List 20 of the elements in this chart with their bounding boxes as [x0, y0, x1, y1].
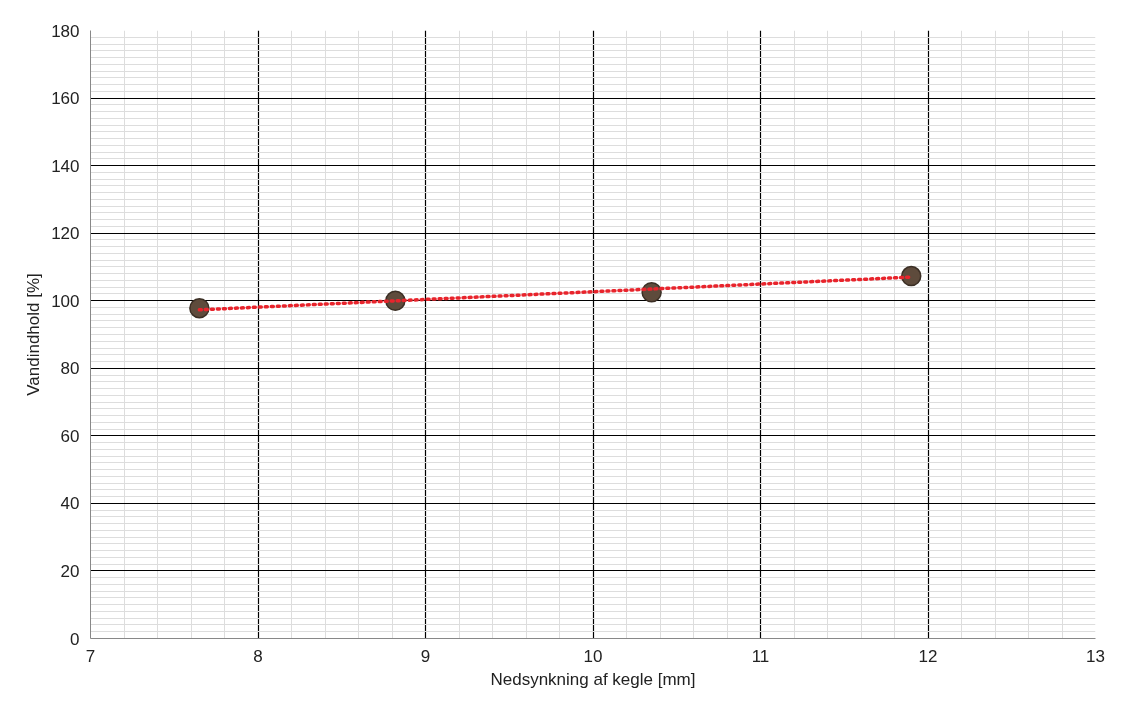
x-tick-label: 12 — [918, 646, 938, 666]
x-tick-label: 11 — [751, 646, 770, 666]
y-tick-label: 140 — [51, 156, 80, 176]
y-tick-label: 100 — [51, 291, 80, 311]
y-axis-title: Vandindhold [%] — [24, 273, 44, 396]
x-axis-title: Nedsynkning af kegle [mm] — [490, 669, 696, 689]
y-tick-label: 80 — [60, 359, 80, 379]
y-tick-label: 20 — [60, 561, 80, 581]
x-tick-label: 10 — [583, 646, 603, 666]
x-tick-label: 8 — [253, 646, 263, 666]
y-tick-label: 160 — [51, 89, 80, 109]
point — [901, 265, 922, 287]
y-tick-label: 0 — [70, 629, 80, 649]
y-tick-label: 180 — [51, 21, 80, 41]
x-tick-label: 13 — [1086, 646, 1105, 666]
y-tick-label: 60 — [60, 426, 80, 446]
x-tick-label: 9 — [420, 646, 431, 666]
y-tick-label: 120 — [51, 224, 80, 244]
x-tick-label: 7 — [85, 646, 96, 666]
y-tick-label: 40 — [60, 494, 80, 514]
